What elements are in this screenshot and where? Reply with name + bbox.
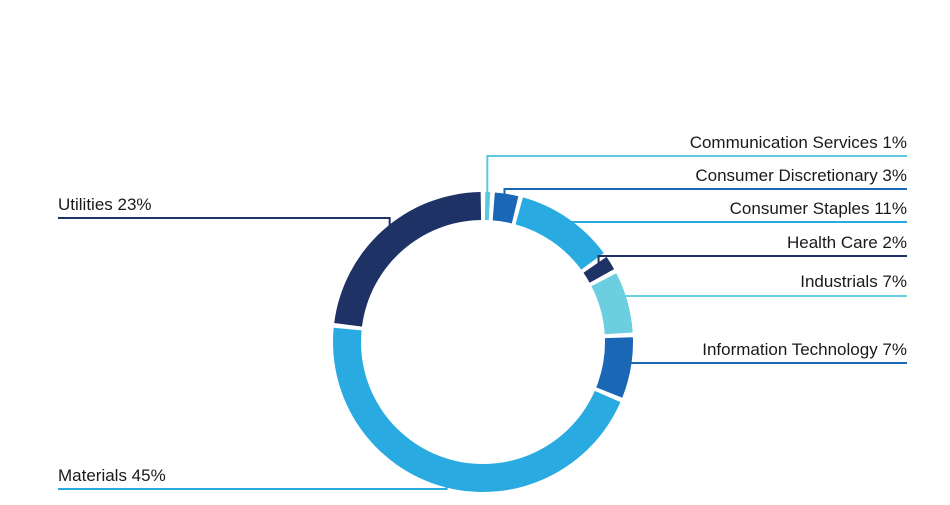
label-consumer-staples: Consumer Staples 11%	[730, 199, 907, 218]
label-utilities: Utilities 23%	[58, 195, 152, 214]
leader-line-materials	[58, 482, 448, 490]
slice-industrials	[591, 273, 633, 335]
slice-labels: Communication Services 1% Consumer Discre…	[58, 133, 907, 485]
leader-line-industrials	[621, 295, 907, 304]
leader-line-communication-services	[486, 155, 907, 207]
slice-consumer-staples	[515, 197, 604, 270]
slice-utilities	[334, 192, 482, 327]
donut-slices	[333, 192, 633, 492]
label-health-care: Health Care 2%	[787, 233, 907, 252]
label-consumer-discretionary: Consumer Discretionary 3%	[695, 166, 907, 185]
label-information-technology: Information Technology 7%	[702, 340, 907, 359]
label-industrials: Industrials 7%	[800, 272, 907, 291]
slice-materials	[333, 327, 621, 492]
leader-line-information-technology	[624, 362, 907, 368]
label-communication-services: Communication Services 1%	[690, 133, 907, 152]
leader-lines	[58, 155, 907, 490]
label-materials: Materials 45%	[58, 466, 166, 485]
leader-line-health-care	[597, 255, 907, 271]
leader-line-utilities	[58, 217, 391, 238]
slice-communication-services	[484, 192, 491, 221]
slice-information-technology	[596, 337, 633, 398]
slice-consumer-discretionary	[492, 192, 519, 224]
leader-line-consumer-discretionary	[503, 188, 907, 208]
